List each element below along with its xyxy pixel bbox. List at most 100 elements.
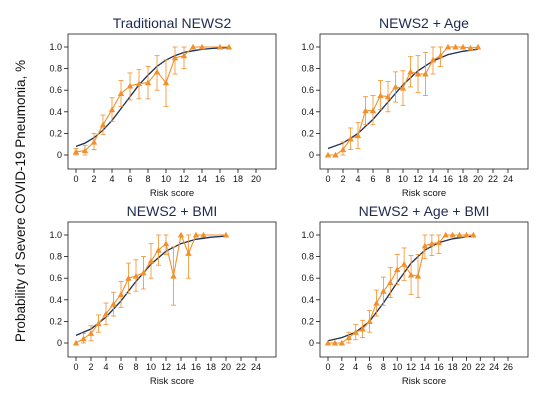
x-tick-label: 2 <box>339 362 344 372</box>
data-point-marker <box>147 257 155 264</box>
y-axis-title: Probability of Severe COVID-19 Pneumonia… <box>13 60 28 342</box>
x-tick-label: 18 <box>448 362 458 372</box>
data-point-marker <box>99 121 107 128</box>
data-point-marker <box>324 339 332 346</box>
y-tick-label: 1.0 <box>301 42 314 52</box>
y-tick-label: 0.6 <box>301 85 314 95</box>
x-tick-label: 24 <box>489 362 499 372</box>
y-tick-label: 1.0 <box>49 42 62 52</box>
x-tick-label: 6 <box>118 362 123 372</box>
x-tick-label: 12 <box>161 362 171 372</box>
data-point-marker <box>338 339 346 346</box>
data-point-marker <box>442 231 449 238</box>
x-tick-label: 4 <box>353 362 358 372</box>
data-point-marker <box>377 92 384 99</box>
x-tick-label: 4 <box>355 174 360 184</box>
data-point-marker <box>162 79 170 86</box>
y-tick-label: 0.6 <box>301 273 314 283</box>
x-tick-label: 22 <box>236 362 246 372</box>
chart-panel-1: Traditional NEWS2 0 0.2 0.4 0.6 0.8 1.0 0 2 4 6 8 10… <box>49 15 277 199</box>
x-tick-label: 20 <box>221 362 231 372</box>
data-point-marker <box>387 279 394 286</box>
data-point-marker <box>185 250 192 256</box>
data-point-marker <box>435 239 442 246</box>
data-point-marker <box>422 70 429 77</box>
y-tick-label: 0.4 <box>301 295 314 305</box>
data-point-marker <box>463 231 470 238</box>
error-bar <box>186 234 191 279</box>
data-point-marker <box>216 43 224 50</box>
data-point-marker <box>407 271 415 278</box>
data-point-marker <box>467 44 474 51</box>
x-tick-label: 18 <box>233 174 243 184</box>
x-tick-label: 2 <box>88 362 93 372</box>
y-tick-label: 0 <box>309 338 314 348</box>
observed-line <box>328 234 474 344</box>
data-point-marker <box>459 43 467 50</box>
data-point-marker <box>155 246 162 253</box>
x-tick-label: 16 <box>191 362 201 372</box>
x-tick-label: 2 <box>91 174 96 184</box>
plot-frame <box>319 33 529 170</box>
y-tick-label: 0.4 <box>49 295 62 305</box>
data-point-marker <box>180 52 188 59</box>
data-point-marker <box>110 300 117 307</box>
data-point-marker <box>171 54 179 61</box>
x-tick-label: 12 <box>413 174 423 184</box>
x-tick-label: 6 <box>127 174 132 184</box>
data-point-marker <box>162 240 170 247</box>
data-point-marker <box>170 272 177 279</box>
data-point-marker <box>144 79 152 86</box>
data-point-marker <box>456 231 463 238</box>
x-tick-label: 10 <box>161 174 171 184</box>
data-point-marker <box>347 135 354 142</box>
data-point-marker <box>72 339 80 346</box>
data-point-marker <box>117 90 125 96</box>
x-tick-label: 8 <box>133 362 138 372</box>
chart-title: NEWS2 + BMI <box>127 203 218 219</box>
y-tick-label: 0.2 <box>49 128 62 138</box>
data-point-marker <box>331 339 339 346</box>
x-tick-label: 24 <box>251 362 261 372</box>
y-tick-label: 1.0 <box>49 230 62 240</box>
x-tick-label: 14 <box>197 174 207 184</box>
data-point-marker <box>189 43 197 50</box>
x-tick-label: 8 <box>381 362 386 372</box>
data-point-marker <box>80 335 87 342</box>
x-tick-label: 24 <box>503 174 513 184</box>
plot-frame <box>319 221 529 358</box>
data-point-marker <box>192 231 200 238</box>
x-tick-label: 4 <box>103 362 108 372</box>
data-point-marker <box>359 325 366 332</box>
x-tick-label: 20 <box>251 174 261 184</box>
x-tick-label: 0 <box>73 362 78 372</box>
data-point-marker <box>324 151 332 158</box>
x-tick-label: 12 <box>179 174 189 184</box>
data-point-marker <box>384 93 392 100</box>
data-point-marker <box>95 320 102 327</box>
data-point-marker <box>394 266 401 273</box>
y-tick-label: 0.6 <box>49 85 62 95</box>
data-point-marker <box>200 231 207 238</box>
data-point-marker <box>444 43 452 50</box>
y-tick-label: 0.4 <box>49 107 62 117</box>
data-point-marker <box>81 147 89 154</box>
data-point-marker <box>90 138 98 145</box>
data-point-marker <box>117 291 125 297</box>
x-tick-label: 4 <box>109 174 114 184</box>
x-tick-label: 8 <box>385 174 390 184</box>
data-point-marker <box>339 146 347 153</box>
y-tick-label: 0 <box>309 150 314 160</box>
data-point-marker <box>362 107 369 114</box>
data-point-marker <box>414 272 422 279</box>
x-tick-label: 10 <box>398 174 408 184</box>
y-tick-label: 0.6 <box>49 273 62 283</box>
data-point-marker <box>354 132 362 139</box>
y-tick-label: 0.2 <box>49 316 62 326</box>
data-point-marker <box>392 83 399 90</box>
data-point-marker <box>177 231 185 238</box>
x-axis-title: Risk score <box>402 188 446 199</box>
